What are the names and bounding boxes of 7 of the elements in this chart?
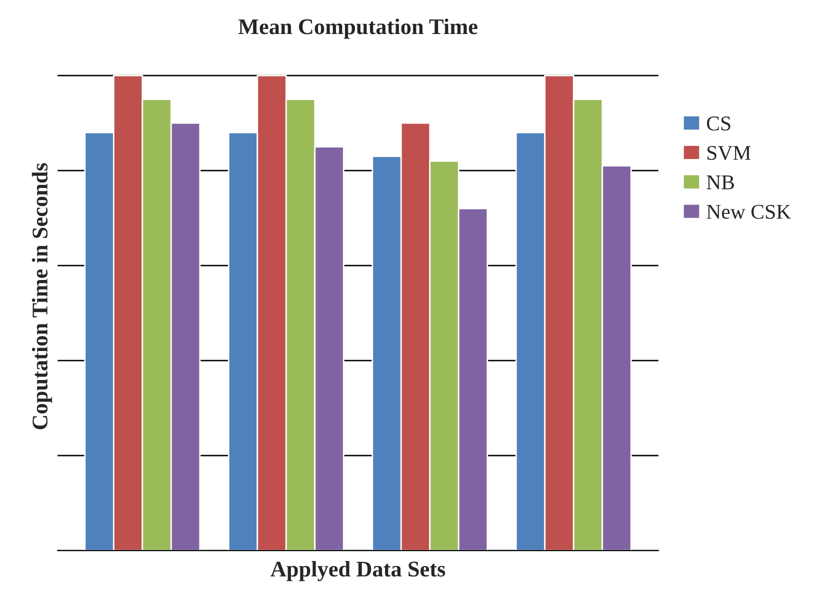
y-axis-title: Coputation Time in Seconds <box>32 163 52 430</box>
x-axis-title: Applyed Data Sets <box>270 560 446 582</box>
chart-title: Mean Computation Time <box>238 18 478 39</box>
legend-label: New CSK <box>706 204 791 219</box>
legend-label: NB <box>706 176 734 190</box>
legend-label: CS <box>706 116 730 131</box>
legend-label: SVM <box>707 146 751 160</box>
